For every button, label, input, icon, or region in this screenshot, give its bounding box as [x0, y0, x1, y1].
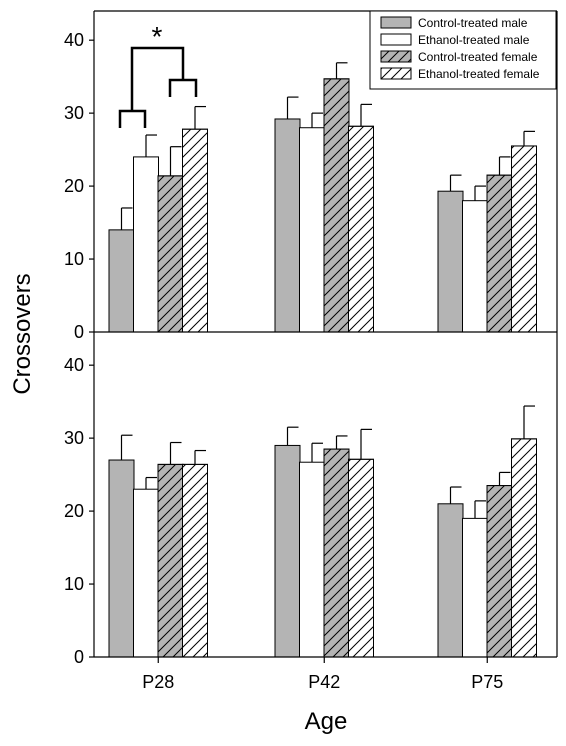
bar-ethanol-treated-male-p28 — [133, 156, 159, 333]
bar-control-treated-female-p42-hatch — [323, 78, 350, 333]
bar-control-treated-female-p75-hatch — [486, 485, 513, 658]
bar-ethanol-treated-female-p42-hatch — [348, 125, 374, 333]
bar-ethanol-treated-male-p28 — [133, 488, 159, 658]
legend-label-control-male: Control-treated male — [418, 16, 528, 30]
x-axis-ticks: P28 P42 P75 — [142, 657, 503, 692]
y-tick-label: 20 — [64, 176, 84, 196]
y-tick-label: 40 — [64, 30, 84, 50]
legend-swatch-control-female-hatch — [380, 50, 412, 63]
y-tick-label: 30 — [64, 103, 84, 123]
y-tick-label: 10 — [64, 574, 84, 594]
y-tick-label: 30 — [64, 428, 84, 448]
significance-star: * — [152, 21, 163, 52]
x-tick-label-p75: P75 — [471, 672, 503, 692]
y-tick-label: 0 — [74, 647, 84, 667]
x-tick-label-p42: P42 — [308, 672, 340, 692]
bar-ethanol-treated-female-p42-hatch — [348, 458, 374, 658]
bar-control-treated-male-p75 — [437, 503, 464, 658]
legend-label-ethanol-female: Ethanol-treated female — [418, 67, 540, 81]
bar-control-treated-male-p75 — [437, 190, 464, 333]
significance-bracket — [118, 46, 198, 128]
bar-control-treated-female-p28-hatch — [157, 175, 184, 333]
x-tick-label-p28: P28 — [142, 672, 174, 692]
bar-control-treated-male-p42 — [274, 118, 301, 333]
y-axis-title: Crossovers — [9, 273, 36, 394]
panel-bottom: 0 10 20 30 40 — [64, 355, 537, 667]
bar-control-treated-male-p28 — [108, 459, 135, 658]
bar-ethanol-treated-female-p28-hatch — [182, 463, 208, 658]
bar-ethanol-treated-male-p42 — [299, 127, 325, 333]
bar-ethanol-treated-male-p75 — [462, 517, 488, 658]
bar-ethanol-treated-female-p28-hatch — [182, 128, 208, 333]
legend-label-ethanol-male: Ethanol-treated male — [418, 33, 530, 47]
x-axis-title: Age — [305, 708, 348, 735]
chart-panels: 0 10 20 30 40 0 10 20 30 40 — [64, 30, 537, 667]
bar-control-treated-female-p75-hatch — [486, 174, 513, 333]
y-tick-label: 10 — [64, 249, 84, 269]
bar-control-treated-female-p42-hatch — [323, 448, 350, 658]
bar-control-treated-female-p28-hatch — [157, 463, 184, 658]
legend: Control-treated male Ethanol-treated mal… — [369, 10, 557, 90]
legend-label-control-female: Control-treated female — [418, 50, 538, 64]
legend-swatch-ethanol-female-hatch — [380, 67, 412, 80]
y-tick-label: 0 — [74, 322, 84, 342]
legend-swatch-control-male — [380, 16, 412, 29]
bar-control-treated-male-p28 — [108, 229, 135, 333]
legend-swatch-ethanol-male — [380, 33, 412, 46]
y-tick-label: 20 — [64, 501, 84, 521]
bar-ethanol-treated-female-p75-hatch — [511, 145, 537, 333]
bar-control-treated-male-p42 — [274, 444, 301, 658]
bar-ethanol-treated-male-p75 — [462, 200, 488, 333]
panel-top: 0 10 20 30 40 — [64, 30, 537, 342]
y-tick-label: 40 — [64, 355, 84, 375]
bar-ethanol-treated-female-p75-hatch — [511, 438, 537, 658]
bar-ethanol-treated-male-p42 — [299, 461, 325, 658]
